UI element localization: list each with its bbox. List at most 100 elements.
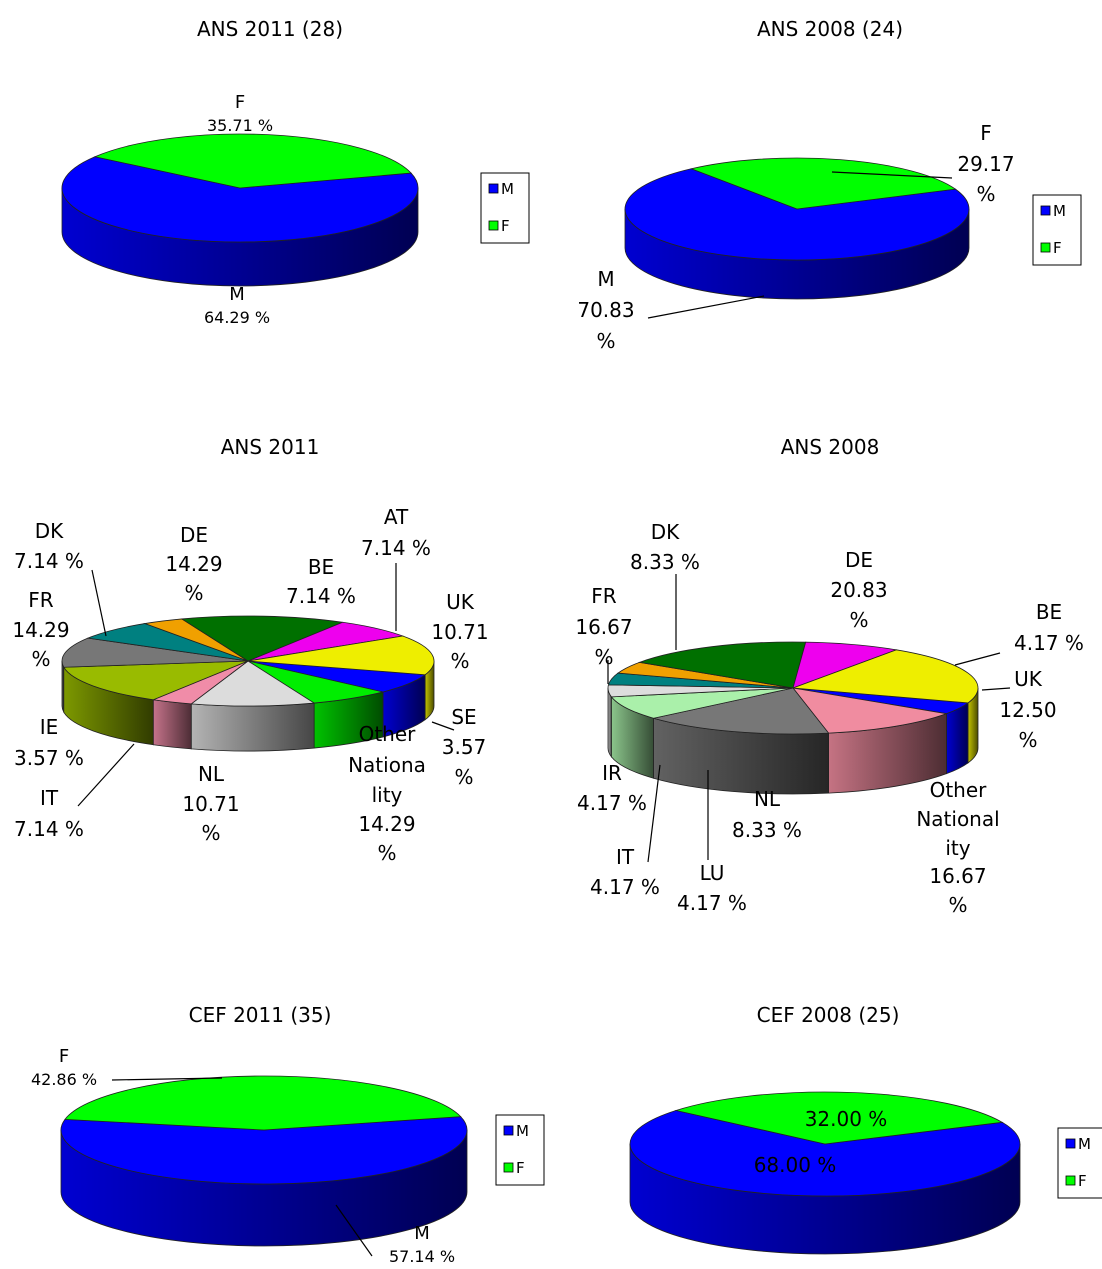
data-label-f: 32.00 %	[805, 1107, 888, 1131]
legend-swatch-m	[1065, 1138, 1076, 1149]
pie-slices	[61, 133, 419, 243]
chart-title: ANS 2011	[221, 435, 320, 459]
legend-label-m: M	[516, 1122, 529, 1140]
data-label-nl: NL 10.71%	[182, 762, 239, 845]
data-label-value-m: 64.29 %	[204, 308, 270, 327]
data-labels: M 57.14 % F 42.86 %	[31, 1046, 455, 1266]
legend-swatch-m	[503, 1125, 514, 1136]
legend-swatch-f	[1040, 242, 1051, 253]
data-label-dk: DK 8.33 %	[630, 520, 700, 574]
legend: MF	[480, 172, 530, 244]
pie-slices	[624, 157, 970, 261]
leader-line-se	[431, 721, 455, 731]
data-labels: 68.00 % 32.00 %	[754, 1107, 888, 1177]
chart-title: ANS 2008 (24)	[757, 17, 903, 41]
leader-line-it	[647, 764, 661, 863]
pie-slices	[629, 1091, 1021, 1197]
pie-chart-cef-2011-35: CEF 2011 (35)M57.14 %F42.86 %MF	[31, 1003, 545, 1266]
chart-title: ANS 2008	[781, 435, 880, 459]
data-label-de: DE 20.83%	[830, 548, 887, 632]
pie-slice-f	[689, 157, 957, 210]
data-label-name-m: M	[229, 284, 245, 305]
pie-slice-f	[93, 133, 412, 189]
data-label-it: IT 7.14 %	[14, 786, 84, 841]
legend-swatch-m	[488, 183, 499, 194]
pie-slice-de	[247, 635, 435, 676]
leader-line-m	[647, 295, 765, 319]
legend-swatch-f	[488, 220, 499, 231]
legend-box	[1057, 1127, 1102, 1199]
legend-label-f: F	[501, 217, 510, 235]
data-label-ie: IE 3.57 %	[14, 715, 84, 770]
leader-line-be	[954, 652, 1001, 666]
pie-slice-nl	[61, 637, 249, 668]
leader-line-f	[111, 1077, 223, 1081]
pie-slice-f	[64, 1075, 462, 1131]
legend-label-f: F	[1078, 1172, 1087, 1190]
pie-chart-ans-2011: ANS 2011 BE 7.14 %AT 7.14 %UK 10.71 % SE 3.57 % O…	[12, 435, 488, 865]
legend-swatch-m	[1040, 205, 1051, 216]
pie-side-uk	[190, 702, 315, 752]
data-label-other-nationality: Other Nationa lity 14.29%	[348, 722, 426, 865]
data-label-uk: UK 10.71%	[431, 590, 488, 673]
chart-title: ANS 2011 (28)	[197, 17, 343, 41]
data-labels: BE 7.14 %AT 7.14 %UK 10.71 % SE 3.57 % Other Nati…	[12, 505, 488, 865]
pie-slice-other-nationality	[63, 660, 249, 701]
data-label-nl: NL 8.33 %	[732, 787, 802, 842]
pie-chart-ans-2011-28: ANS 2011 (28) M 64.29 % F 35.71 % MF	[61, 17, 530, 327]
legend: MF	[1032, 194, 1082, 266]
data-labels: M 64.29 % F 35.71 %	[204, 92, 273, 327]
pie-slice-nl	[610, 687, 794, 719]
pie-slice-m	[60, 1116, 468, 1185]
legend-label-m: M	[1053, 202, 1066, 220]
data-label-uk: UK 12.50%	[999, 667, 1056, 752]
legend-label-m: M	[1078, 1135, 1091, 1153]
data-label-name-f: F	[59, 1046, 69, 1067]
data-label-it: IT 4.17 %	[590, 845, 660, 899]
data-label-lu: LU 4.17 %	[677, 861, 747, 915]
data-label-dk: DK 7.14 %	[14, 519, 84, 573]
pie-slice-de	[792, 649, 979, 704]
data-label-value-f: 35.71 %	[207, 116, 273, 135]
data-label-m: 68.00 %	[754, 1153, 837, 1177]
data-label-fr: FR 16.67%	[575, 584, 632, 669]
pie-side-walls	[61, 660, 435, 752]
pie-chart-cef-2008-25: CEF 2008 (25)68.00 %32.00 %MF	[629, 1003, 1102, 1255]
data-label-value-m: 57.14 %	[389, 1247, 455, 1266]
data-labels: M 70.83 % F 29.17%	[577, 121, 1014, 353]
pie-slice-m	[61, 156, 419, 243]
legend-label-f: F	[1053, 239, 1062, 257]
leader-line-uk	[981, 687, 1011, 691]
data-label-at: AT 7.14 %	[361, 505, 431, 560]
legend-swatch-f	[1065, 1175, 1076, 1186]
leader-line-it	[77, 743, 135, 807]
leader-line-dk	[91, 569, 107, 637]
data-label-de: DE 14.29%	[165, 523, 222, 605]
chart-title: CEF 2008 (25)	[757, 1003, 900, 1027]
legend: MF	[1057, 1127, 1102, 1199]
data-labels: BE 4.17 % UK 12.50 %Other National ity 16.67 % NL…	[575, 520, 1084, 917]
pie-slice-m	[624, 168, 970, 261]
pie-side-lu	[607, 687, 612, 759]
pie-slice-dk	[792, 641, 898, 689]
pie-side-be	[946, 702, 969, 775]
data-label-se: SE 3.57%	[442, 705, 487, 789]
leader-line-f	[831, 171, 953, 179]
pie-chart-ans-2008-24: ANS 2008 (24)M 70.83 %F 29.17 %MF	[577, 17, 1082, 353]
chart-title: CEF 2011 (35)	[189, 1003, 332, 1027]
pie-slice-f	[674, 1091, 1004, 1145]
legend-label-f: F	[516, 1159, 525, 1177]
data-label-f: F 29.17%	[957, 121, 1014, 206]
legend-swatch-f	[503, 1162, 514, 1173]
pie-side-walls	[607, 687, 979, 795]
pie-slice-uk	[792, 687, 949, 734]
pie-slices	[607, 641, 979, 735]
data-label-name-m: M	[414, 1223, 430, 1244]
pie-side-se	[152, 699, 192, 750]
legend-label-m: M	[501, 180, 514, 198]
data-label-other-nationality: Other National ity 16.67%	[916, 778, 999, 917]
pie-chart-ans-2008: ANS 2008 BE 4.17 % UK 12.50 %Other National ity…	[575, 435, 1084, 917]
data-label-value-f: 42.86 %	[31, 1070, 97, 1089]
legend: MF	[495, 1114, 545, 1186]
